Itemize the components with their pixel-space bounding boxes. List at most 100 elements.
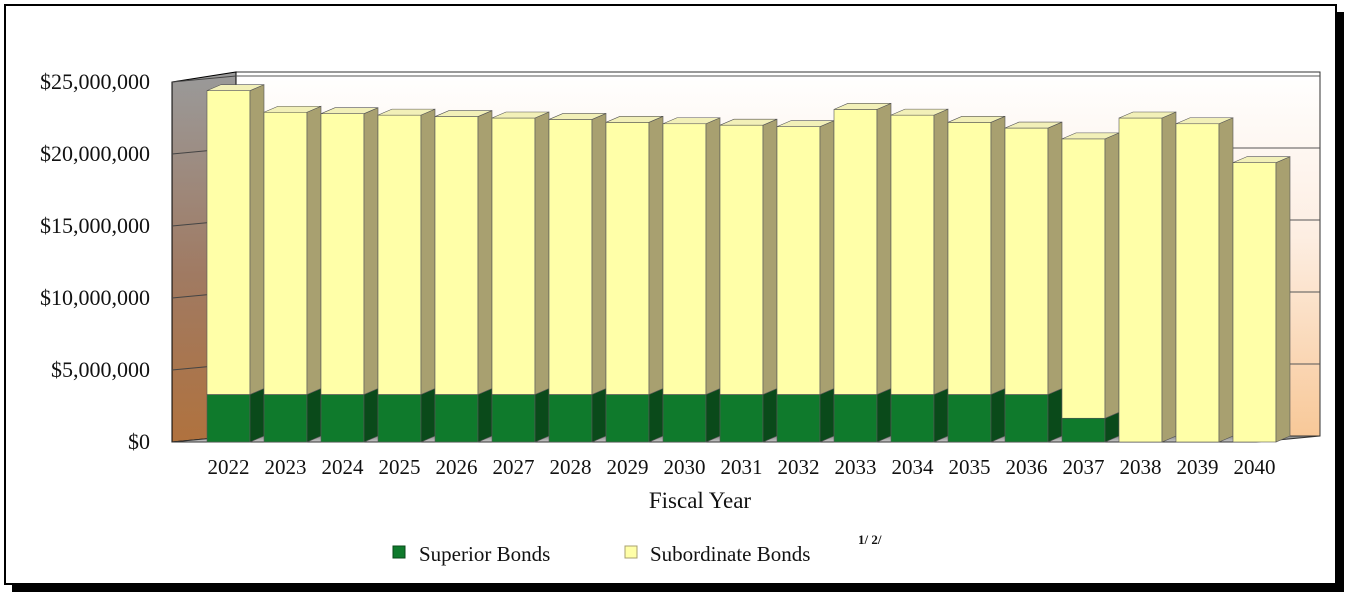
bar-front <box>833 394 878 443</box>
x-tick-label: 2029 <box>607 455 649 479</box>
bar-segment-subordinate-2037 <box>1061 132 1120 419</box>
bar-side <box>990 388 1006 443</box>
bar-front <box>776 126 821 395</box>
bar-top <box>833 103 892 110</box>
bar-segment-subordinate-2034 <box>890 108 949 395</box>
bar-side <box>1275 156 1291 443</box>
bar-segment-superior-2025 <box>377 388 436 443</box>
bar-front <box>833 109 878 395</box>
bar-side <box>534 388 550 443</box>
gridline-side <box>171 75 237 83</box>
bar-front <box>320 394 365 443</box>
bar-front <box>947 394 992 443</box>
bar-top <box>947 116 1006 123</box>
x-tick-label: 2023 <box>265 455 307 479</box>
bar-side <box>591 112 607 395</box>
bar-front <box>719 394 764 443</box>
bar-side <box>1218 117 1234 443</box>
bar-side <box>477 388 493 443</box>
bar-front <box>1061 138 1106 419</box>
bar-top <box>890 108 949 116</box>
bar-front <box>719 124 764 395</box>
bar-side <box>306 105 322 395</box>
bar-side <box>876 102 892 395</box>
x-tick-label: 2039 <box>1177 455 1219 479</box>
bar-front <box>491 394 536 443</box>
bar-front <box>1004 394 1049 443</box>
y-tick-label: $10,000,000 <box>40 285 150 310</box>
bar-top <box>662 117 721 125</box>
bar-front <box>548 119 593 395</box>
bar-segment-superior-2035 <box>947 388 1006 443</box>
legend-footnote-superscript: 1/ 2/ <box>858 532 882 547</box>
y-tick-label: $25,000,000 <box>40 69 150 94</box>
legend-swatch-subordinate <box>624 545 638 559</box>
x-tick-label: 2033 <box>835 455 877 479</box>
bar-segment-subordinate-2024 <box>320 107 379 395</box>
bar-top <box>206 84 265 91</box>
y-tick-label: $5,000,000 <box>51 357 150 382</box>
x-tick-label: 2038 <box>1120 455 1162 479</box>
bar-segment-subordinate-2036 <box>1004 121 1063 395</box>
bar-side <box>648 115 664 395</box>
x-tick-label: 2030 <box>664 455 706 479</box>
bar-segment-subordinate-2022 <box>206 84 265 395</box>
bar-segment-superior-2032 <box>776 388 835 443</box>
x-axis: 2022 2023 2024 2025 2026 2027 2028 2029 2030 2031… <box>208 455 1276 479</box>
bar-front <box>491 117 536 395</box>
bar-segment-superior-2027 <box>491 388 550 443</box>
y-tick-label: $0 <box>128 429 150 454</box>
bar-front <box>1232 162 1277 443</box>
bar-segment-superior-2036 <box>1004 388 1063 443</box>
bar-segment-subordinate-2032 <box>776 120 835 395</box>
bar-segment-subordinate-2031 <box>719 118 778 395</box>
bar-side <box>762 388 778 443</box>
bar-front <box>605 122 650 395</box>
bar-side <box>1104 132 1120 419</box>
bar-front <box>548 394 593 443</box>
bar-top <box>434 110 493 117</box>
bar-top <box>1118 111 1177 119</box>
bars <box>206 84 1291 443</box>
bar-side <box>420 388 436 443</box>
legend-swatch-superior <box>392 545 406 559</box>
bar-front <box>947 122 992 395</box>
bar-side <box>762 118 778 395</box>
bar-segment-subordinate-2030 <box>662 117 721 395</box>
bar-front <box>776 394 821 443</box>
x-axis-title: Fiscal Year <box>649 488 752 513</box>
bar-front <box>662 394 707 443</box>
bar-side <box>1161 111 1177 443</box>
x-tick-label: 2032 <box>778 455 820 479</box>
bar-top <box>1175 117 1234 125</box>
bar-side <box>249 388 265 443</box>
bar-top <box>548 113 607 120</box>
bar-segment-subordinate-2025 <box>377 108 436 395</box>
bar-segment-subordinate-2027 <box>491 111 550 395</box>
bar-side <box>591 388 607 443</box>
bar-front <box>890 114 935 395</box>
x-tick-label: 2037 <box>1063 455 1105 479</box>
bar-front <box>605 394 650 443</box>
x-tick-label: 2028 <box>550 455 592 479</box>
bar-side <box>306 388 322 443</box>
bar-top <box>719 118 778 126</box>
bar-front <box>1118 117 1163 443</box>
legend-label-superior: Superior Bonds <box>419 542 550 566</box>
bar-segment-superior-2022 <box>206 388 265 443</box>
bar-top <box>605 116 664 123</box>
bar-side <box>933 388 949 443</box>
bar-front <box>263 394 308 443</box>
bar-side <box>1047 121 1063 395</box>
bar-front <box>320 113 365 395</box>
y-tick-label: $20,000,000 <box>40 141 150 166</box>
bar-front <box>263 111 308 395</box>
y-axis: $0 $5,000,000 $10,000,000 $15,000,000 $20,00… <box>40 69 150 454</box>
bar-segment-subordinate-2038 <box>1118 111 1177 443</box>
bar-side <box>990 115 1006 395</box>
bar-front <box>1175 123 1220 443</box>
bar-side <box>363 388 379 443</box>
bar-segment-superior-2029 <box>605 388 664 443</box>
x-tick-label: 2022 <box>208 455 250 479</box>
bar-segment-subordinate-2026 <box>434 110 493 395</box>
